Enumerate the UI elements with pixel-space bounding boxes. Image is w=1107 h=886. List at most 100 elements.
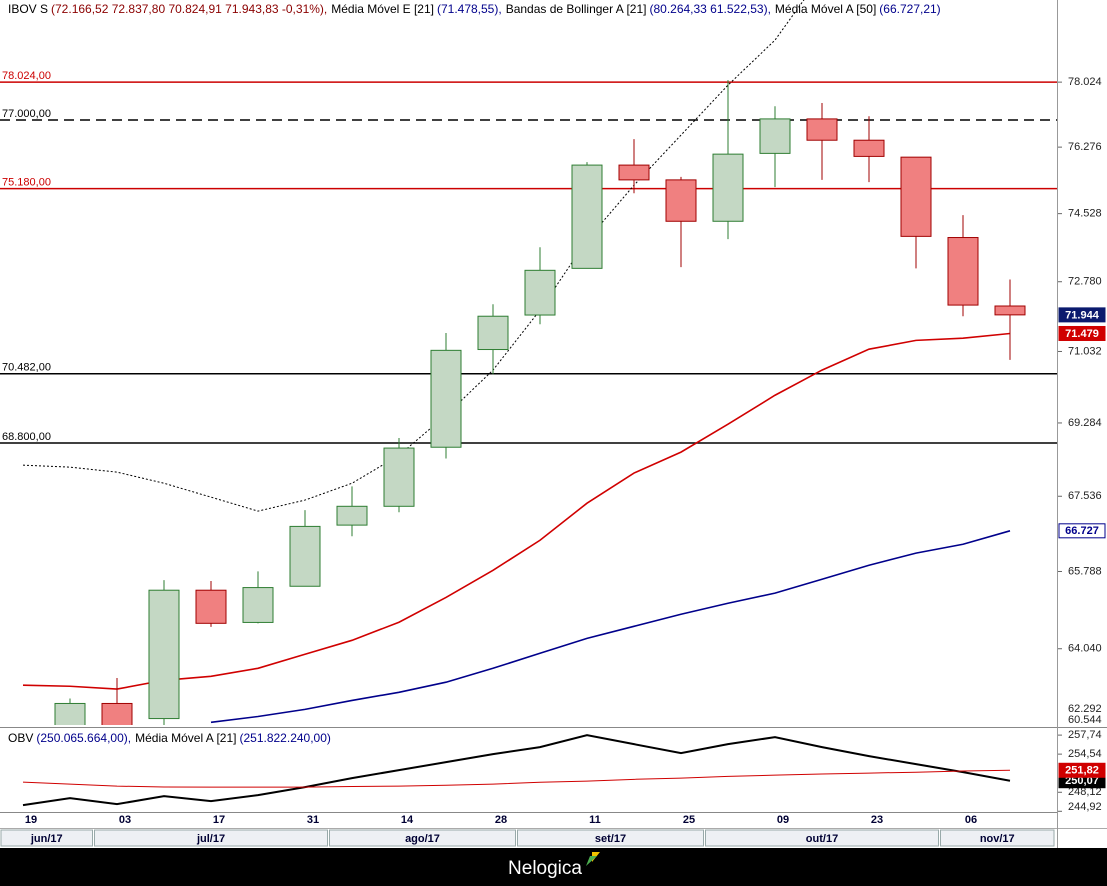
y-tick-label: 64.040 (1068, 643, 1102, 655)
month-label: nov/17 (980, 833, 1015, 845)
footer-brand: Nelogica (508, 858, 582, 879)
candle-body (383, 447, 415, 507)
x-tick-label: 09 (777, 814, 789, 826)
x-tick-label: 23 (871, 814, 883, 826)
price-box (1058, 325, 1106, 341)
candle-body (571, 164, 603, 269)
candle-body (524, 269, 556, 316)
candle-body (242, 587, 274, 623)
price-box-label: 66.727 (1065, 525, 1099, 537)
background (0, 0, 1107, 848)
legend-name: Média Móvel A [50] (775, 2, 876, 16)
month-label: jul/17 (196, 833, 225, 845)
legend-value: (72.166,52 72.837,80 70.824,91 71.943,83… (51, 2, 327, 16)
y-tick-label: 72.780 (1068, 276, 1102, 288)
price-box (1058, 523, 1106, 539)
price-box-label: 250,07 (1065, 775, 1099, 787)
y-tick-label: 67.536 (1068, 490, 1102, 502)
candle-body (54, 702, 86, 725)
legend-name: Média Móvel E [21] (331, 2, 434, 16)
price-panel (0, 0, 1057, 725)
axes: IBOV S (72.166,52 72.837,80 70.824,91 71.… (0, 2, 1106, 847)
legend-value: (80.264,33 61.522,53), (649, 2, 770, 16)
series-line (210, 530, 1011, 724)
candle-body (759, 118, 791, 154)
y-tick-label: 71.032 (1068, 345, 1102, 357)
candle-body (618, 164, 650, 181)
candle-body (665, 179, 697, 222)
footer-bar (0, 848, 1107, 886)
x-tick-label: 14 (401, 814, 414, 826)
price-box-label: 71.944 (1065, 309, 1100, 321)
level-label: 70.482,00 (2, 362, 51, 374)
month-box (940, 829, 1055, 847)
y-tick-label: 254,54 (1068, 748, 1102, 760)
candle-body (101, 702, 133, 725)
legend-value: (66.727,21) (879, 2, 940, 16)
x-tick-label: 06 (965, 814, 977, 826)
y-tick-label: 248,12 (1068, 786, 1102, 798)
panel-header: IBOV S (72.166,52 72.837,80 70.824,91 71.… (8, 2, 941, 16)
candle-body (994, 305, 1026, 316)
month-box (517, 829, 704, 847)
y-tick-label: 60.544 (1068, 714, 1102, 726)
series-line (22, 0, 805, 512)
legend-value: (250.065.664,00), (36, 731, 131, 745)
x-tick-label: 19 (25, 814, 37, 826)
y-tick-label: 69.284 (1068, 417, 1102, 429)
legend-name: Média Móvel A [21] (135, 731, 236, 745)
level-label: 75.180,00 (2, 177, 51, 189)
price-box (1058, 307, 1106, 323)
legend-name: Bandas de Bollinger A [21] (506, 2, 647, 16)
y-tick-label: 244,92 (1068, 801, 1102, 813)
candle-body (806, 118, 838, 141)
candle-body (900, 156, 932, 237)
legend-name: IBOV S (8, 2, 48, 16)
candle-body (853, 139, 885, 157)
x-tick-label: 28 (495, 814, 507, 826)
legend-value: (71.478,55), (437, 2, 502, 16)
candle-body (947, 237, 979, 306)
level-label: 77.000,00 (2, 108, 51, 120)
y-tick-label: 62.292 (1068, 703, 1102, 715)
price-box (1058, 762, 1106, 778)
month-box (0, 829, 93, 847)
y-tick-label: 74.528 (1068, 208, 1102, 220)
brand-logo (586, 856, 597, 866)
month-label: jun/17 (30, 833, 63, 845)
candle-body (477, 315, 509, 351)
legend-name: OBV (8, 731, 33, 745)
x-tick-label: 31 (307, 814, 319, 826)
brand-logo (592, 852, 600, 862)
month-box (94, 829, 328, 847)
y-tick-label: 65.788 (1068, 565, 1102, 577)
month-label: ago/17 (405, 833, 440, 845)
y-tick-label: 76.276 (1068, 141, 1102, 153)
panel-header: OBV (250.065.664,00), Média Móvel A [21] (2… (8, 731, 331, 745)
x-tick-label: 11 (589, 814, 601, 826)
month-label: out/17 (806, 833, 838, 845)
candle-body (336, 505, 368, 526)
x-tick-label: 25 (683, 814, 695, 826)
price-box-label: 71.479 (1065, 328, 1099, 340)
series-line (22, 769, 1011, 788)
candle-body (712, 153, 744, 222)
series-line (22, 734, 1011, 807)
candle-body (148, 589, 180, 720)
month-label: set/17 (595, 833, 626, 845)
y-tick-label: 257,74 (1068, 729, 1102, 741)
candle-body (430, 349, 462, 448)
candle-body (195, 589, 227, 624)
month-box (705, 829, 939, 847)
price-box-label: 251,82 (1065, 765, 1099, 777)
obv-panel (22, 734, 1011, 807)
level-label: 68.800,00 (2, 431, 51, 443)
series-line (22, 332, 1011, 690)
month-box (329, 829, 516, 847)
x-tick-label: 17 (213, 814, 225, 826)
y-tick-label: 78.024 (1068, 76, 1102, 88)
candle-body (289, 525, 321, 587)
x-tick-label: 03 (119, 814, 131, 826)
level-label: 78.024,00 (2, 70, 51, 82)
